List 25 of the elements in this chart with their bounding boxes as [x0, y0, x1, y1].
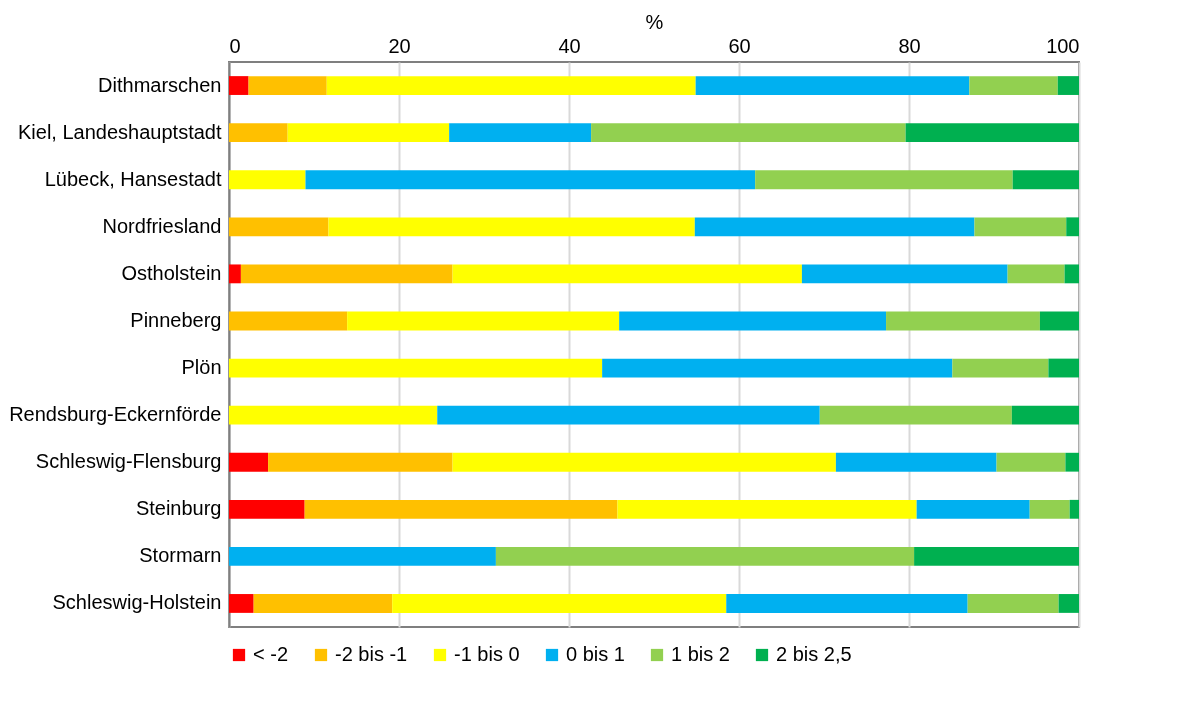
legend-label: 1 bis 2: [671, 643, 730, 665]
y-tick-label: Lübeck, Hansestadt: [44, 167, 222, 190]
x-tick-label: 20: [388, 34, 411, 57]
y-tick-label: Plön: [181, 356, 222, 379]
x-tick-label: 60: [728, 34, 751, 57]
y-tick-label: Steinburg: [135, 497, 222, 520]
legend-label: < -2: [253, 643, 289, 665]
y-tick-label: Schleswig-Flensburg: [35, 450, 222, 473]
legend-label: 2 bis 2,5: [776, 643, 852, 665]
x-tick-label: 0: [229, 34, 241, 57]
y-tick-label: Stormarn: [139, 544, 222, 567]
y-tick-label: Ostholstein: [121, 261, 222, 284]
legend-label: -1 bis 0: [454, 643, 520, 665]
x-tick-label: 100: [1046, 34, 1080, 57]
x-tick-label: 80: [898, 34, 921, 57]
y-tick-label: Dithmarschen: [98, 73, 222, 96]
x-axis-title: %: [645, 10, 664, 33]
legend-label: 0 bis 1: [566, 643, 625, 665]
y-tick-label: Rendsburg-Eckernförde: [9, 403, 222, 426]
y-tick-label: Pinneberg: [130, 308, 222, 331]
y-tick-label: Schleswig-Holstein: [52, 591, 222, 614]
legend-label: -2 bis -1: [335, 643, 408, 665]
y-tick-label: Kiel, Landeshauptstadt: [18, 120, 222, 143]
y-tick-label: Nordfriesland: [102, 214, 222, 237]
x-tick-label: 40: [558, 34, 581, 57]
